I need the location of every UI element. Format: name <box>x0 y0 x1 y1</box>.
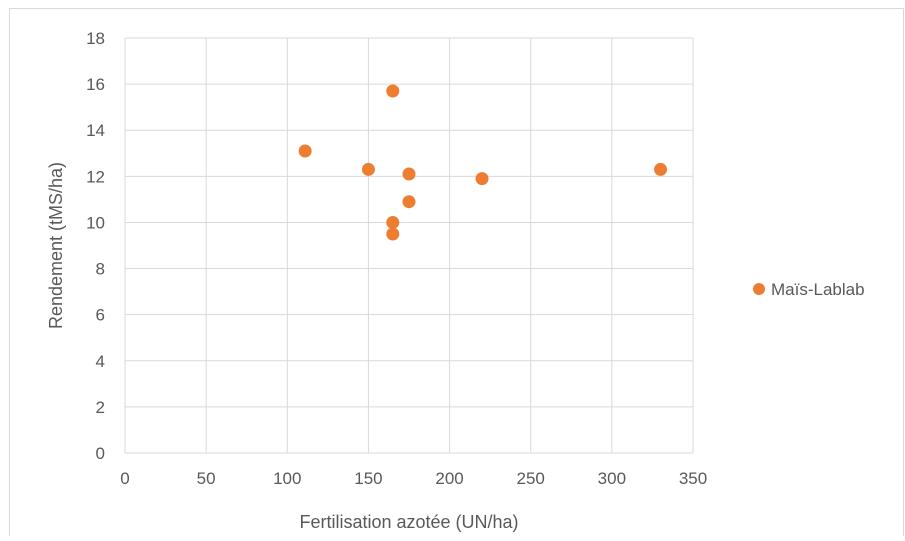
chart-border <box>9 8 904 541</box>
x-tick-label: 250 <box>517 469 545 488</box>
y-tick-label: 10 <box>86 213 105 232</box>
x-tick-label: 50 <box>197 469 216 488</box>
x-tick-label: 0 <box>120 469 129 488</box>
legend: Maïs-Lablab <box>753 280 865 299</box>
data-points <box>298 84 668 241</box>
y-tick-label: 16 <box>86 75 105 94</box>
y-tick-label: 14 <box>86 121 105 140</box>
y-tick-label: 2 <box>96 398 105 417</box>
x-tick-label: 200 <box>435 469 463 488</box>
gridlines <box>124 37 694 454</box>
legend-label: Maïs-Lablab <box>771 280 865 299</box>
legend-marker <box>753 283 765 295</box>
data-point <box>298 144 312 158</box>
y-tick-label: 12 <box>86 167 105 186</box>
y-tick-label: 4 <box>96 352 105 371</box>
data-point <box>654 162 668 176</box>
data-point <box>402 195 416 209</box>
y-tick-label: 18 <box>86 29 105 48</box>
x-tick-label: 100 <box>273 469 301 488</box>
y-tick-label: 6 <box>96 306 105 325</box>
y-axis-title: Rendement (tMS/ha) <box>46 162 66 329</box>
x-axis-title: Fertilisation azotée (UN/ha) <box>299 512 518 532</box>
y-tick-label: 0 <box>96 444 105 463</box>
data-point <box>386 84 400 98</box>
data-point <box>386 227 400 241</box>
y-tick-label: 8 <box>96 260 105 279</box>
data-point <box>402 167 416 181</box>
x-tick-label: 350 <box>679 469 707 488</box>
data-point <box>475 172 489 186</box>
x-tick-label: 300 <box>598 469 626 488</box>
data-point <box>386 215 400 229</box>
data-point <box>361 162 375 176</box>
y-tick-labels: 0 2 4 6 8 10 12 14 16 18 <box>86 29 105 463</box>
x-tick-label: 150 <box>354 469 382 488</box>
x-tick-labels: 0 50 100 150 200 250 300 350 <box>120 469 707 488</box>
